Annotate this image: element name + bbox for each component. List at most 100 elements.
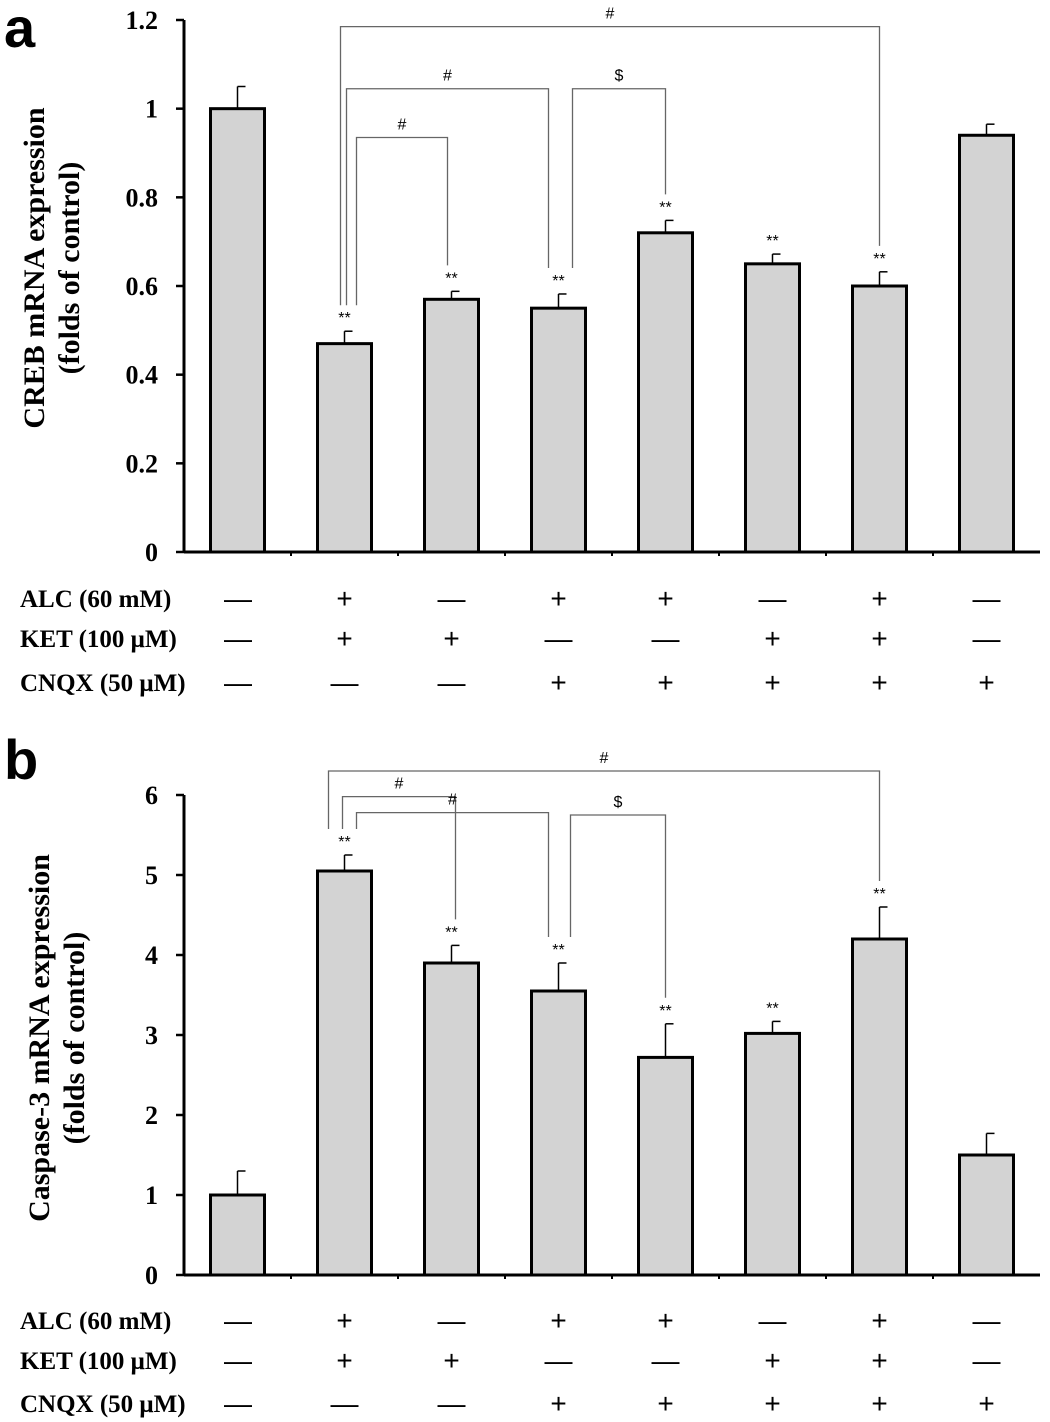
a-condition-mark: +	[871, 667, 887, 698]
b-comparison-label: #	[600, 750, 609, 767]
b-condition-mark: +	[978, 1388, 994, 1419]
b-condition-mark: —	[224, 1345, 252, 1376]
a-comparison-label: #	[398, 116, 407, 133]
a-bar	[637, 231, 694, 554]
a-y-tick-label: 0.8	[126, 183, 159, 212]
b-comparison-bracket	[355, 811, 550, 937]
b-comparison-bracket	[341, 795, 457, 920]
a-condition-label: CNQX (50 μM)	[20, 670, 186, 697]
a-condition-mark: +	[336, 623, 352, 654]
b-condition-mark: +	[336, 1345, 352, 1376]
a-comparison-label: $	[615, 68, 624, 85]
a-comparison-label: #	[606, 6, 615, 23]
b-condition-mark: +	[871, 1345, 887, 1376]
a-bar	[209, 107, 266, 554]
b-condition-mark: —	[438, 1305, 466, 1336]
a-condition-mark: —	[224, 667, 252, 698]
b-condition-mark: +	[657, 1305, 673, 1336]
b-condition-mark: —	[224, 1305, 252, 1336]
b-bar	[637, 1055, 694, 1277]
a-condition-mark: +	[550, 667, 566, 698]
a-y-tick-label: 1.2	[126, 6, 159, 35]
b-y-tick-label: 6	[145, 781, 158, 810]
a-significance-mark: **	[338, 310, 350, 327]
a-condition-mark: —	[652, 623, 680, 654]
b-significance-mark: **	[873, 886, 885, 903]
b-significance-mark: **	[659, 1003, 671, 1020]
b-condition-mark: +	[550, 1388, 566, 1419]
b-condition-mark: —	[759, 1305, 787, 1336]
a-condition-mark: +	[764, 667, 780, 698]
a-significance-mark: **	[873, 251, 885, 268]
b-condition-mark: —	[652, 1345, 680, 1376]
b-condition-mark: +	[657, 1388, 673, 1419]
a-comparison-bracket	[345, 88, 550, 306]
b-condition-label: CNQX (50 μM)	[20, 1391, 186, 1418]
b-condition-mark: +	[443, 1345, 459, 1376]
a-condition-label: ALC (60 mM)	[20, 586, 171, 613]
a-condition-mark: —	[973, 583, 1001, 614]
a-condition-mark: +	[871, 623, 887, 654]
a-comparison-bracket	[571, 88, 667, 268]
b-condition-mark: —	[438, 1388, 466, 1419]
a-condition-label: KET (100 μM)	[20, 626, 177, 653]
a-condition-mark: +	[871, 583, 887, 614]
b-comparison-label: #	[395, 776, 404, 793]
a-comparison-bracket	[355, 136, 449, 306]
b-condition-mark: —	[973, 1345, 1001, 1376]
a-condition-mark: —	[545, 623, 573, 654]
b-comparison-label: #	[448, 792, 457, 809]
b-condition-mark: +	[764, 1388, 780, 1419]
b-comparison-bracket	[569, 814, 667, 998]
panel-b-letter: b	[4, 728, 39, 791]
a-bar	[530, 306, 587, 554]
b-bar	[423, 961, 480, 1277]
a-condition-mark: +	[764, 623, 780, 654]
a-condition-mark: +	[550, 583, 566, 614]
a-condition-mark: +	[657, 583, 673, 614]
b-condition-label: ALC (60 mM)	[20, 1308, 171, 1335]
a-condition-mark: +	[978, 667, 994, 698]
b-bar	[958, 1153, 1015, 1277]
b-significance-mark: **	[552, 942, 564, 959]
a-y-tick-label: 0.4	[126, 361, 159, 390]
b-bar	[851, 937, 908, 1277]
a-significance-mark: **	[552, 273, 564, 290]
b-condition-mark: +	[336, 1305, 352, 1336]
a-comparison-bracket	[339, 25, 881, 306]
b-condition-mark: —	[224, 1388, 252, 1419]
a-condition-mark: —	[224, 583, 252, 614]
b-condition-mark: —	[973, 1305, 1001, 1336]
b-comparison-label: $	[614, 794, 623, 811]
a-y-tick-label: 1	[145, 95, 158, 124]
a-bar	[744, 262, 801, 554]
b-condition-mark: +	[764, 1345, 780, 1376]
b-significance-mark: **	[338, 834, 350, 851]
b-y-tick-label: 0	[145, 1261, 158, 1290]
a-condition-mark: +	[336, 583, 352, 614]
a-condition-mark: —	[438, 667, 466, 698]
b-condition-mark: +	[550, 1305, 566, 1336]
a-bar	[423, 297, 480, 554]
b-condition-mark: —	[545, 1345, 573, 1376]
b-condition-mark: +	[871, 1388, 887, 1419]
a-condition-mark: —	[331, 667, 359, 698]
a-significance-mark: **	[445, 270, 457, 287]
b-condition-mark: +	[871, 1305, 887, 1336]
b-significance-mark: **	[445, 924, 457, 941]
a-y-tick-label: 0.6	[126, 272, 159, 301]
b-bar	[209, 1193, 266, 1277]
b-significance-mark: **	[766, 1000, 778, 1017]
a-y-tick-label: 0	[145, 538, 158, 567]
a-significance-mark: **	[659, 199, 671, 216]
a-condition-mark: —	[438, 583, 466, 614]
b-y-tick-label: 1	[145, 1181, 158, 1210]
a-bar	[316, 342, 373, 554]
a-comparison-label: #	[443, 68, 452, 85]
a-significance-mark: **	[766, 233, 778, 250]
a-y-tick-label: 0.2	[126, 449, 159, 478]
b-bar	[316, 869, 373, 1277]
a-condition-mark: +	[443, 623, 459, 654]
panel-a-chart: 0 0.2 0.4 0.6 0.8 1 1.2 ** ** ** ** ** ** # # $ # ALC (60…	[20, 6, 1040, 698]
a-condition-mark: —	[973, 623, 1001, 654]
